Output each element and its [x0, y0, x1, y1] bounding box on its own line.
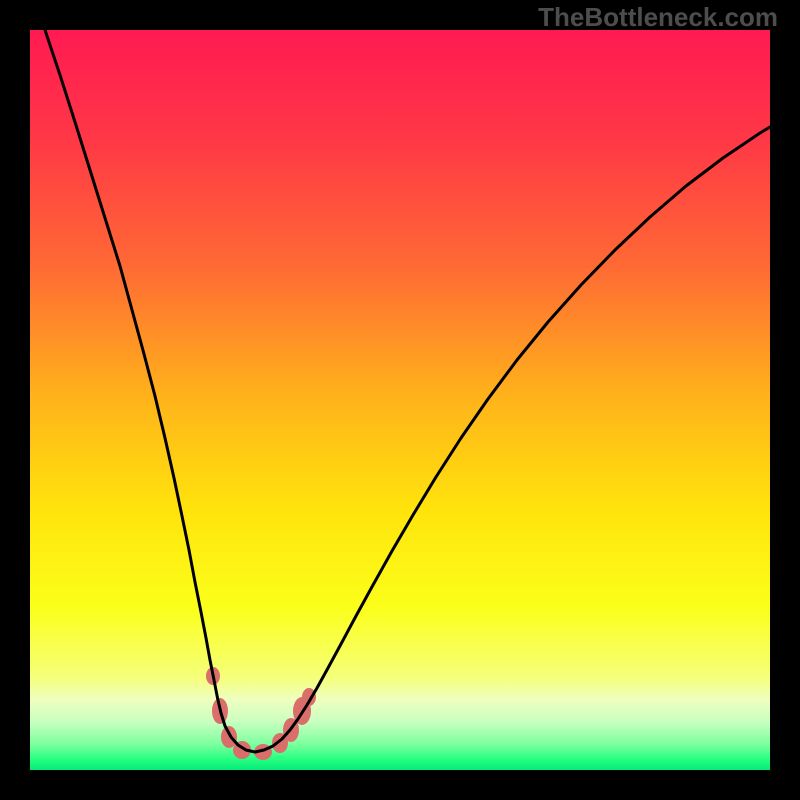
- watermark-text: TheBottleneck.com: [538, 2, 778, 33]
- marker: [221, 726, 237, 748]
- chart-background: [30, 30, 770, 770]
- chart-svg: [30, 30, 770, 770]
- plot-area: [30, 30, 770, 770]
- stage: TheBottleneck.com: [0, 0, 800, 800]
